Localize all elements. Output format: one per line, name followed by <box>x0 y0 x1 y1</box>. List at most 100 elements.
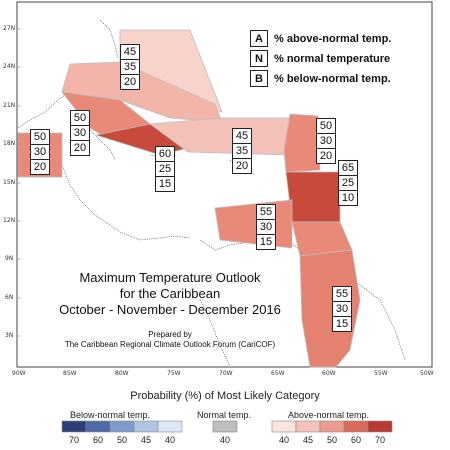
map-title-line1: Maximum Temperature Outlook <box>79 270 261 285</box>
above-bar-70 <box>367 420 393 433</box>
cuba-central-above: 50 <box>71 111 89 126</box>
cuba-central-normal: 30 <box>71 126 89 141</box>
forecast-regions <box>17 29 361 368</box>
below-value-40: 40 <box>164 435 175 445</box>
lon-tick-55w: 55W <box>374 370 388 377</box>
guianas-above: 55 <box>333 287 351 302</box>
belize-above: 50 <box>31 130 49 145</box>
region-box-abc-islands: 55 30 15 <box>256 204 276 250</box>
above-value-45: 45 <box>302 435 313 445</box>
key-above: A % above-normal temp. <box>250 30 391 47</box>
lon-tick-80w: 80W <box>115 370 129 377</box>
normal-bar-40 <box>212 420 238 433</box>
legend-above-label: Above-normal temp. <box>288 410 370 420</box>
region-box-belize: 50 30 20 <box>30 129 50 175</box>
leeward-normal: 30 <box>317 134 335 149</box>
below-value-70: 70 <box>68 435 79 445</box>
key-normal-letter: N <box>250 50 268 67</box>
abc-normal: 30 <box>257 220 275 235</box>
forum-name: The Caribbean Regional Climate Outlook F… <box>64 340 276 349</box>
region-leeward <box>283 113 321 173</box>
hispaniola-normal: 35 <box>233 144 251 159</box>
key-normal-text: % normal temperature <box>274 52 391 65</box>
key-below-letter: B <box>250 70 268 87</box>
region-guianas <box>299 249 361 368</box>
region-box-bahamas: 45 35 20 <box>120 44 140 90</box>
legend-caption: Probability (%) of Most Likely Category <box>130 390 320 402</box>
guianas-below: 15 <box>335 318 349 330</box>
bahamas-normal: 35 <box>121 60 139 75</box>
map-title-line2: for the Caribbean <box>119 286 221 301</box>
hispaniola-above: 45 <box>233 129 251 144</box>
above-value-60: 60 <box>350 435 361 445</box>
below-bar-60 <box>85 420 111 433</box>
lon-tick-85w: 85W <box>63 370 77 377</box>
bahamas-below: 20 <box>123 76 137 88</box>
above-value-40: 40 <box>278 435 289 445</box>
below-bar-70 <box>61 420 87 433</box>
key-normal: N % normal temperature <box>250 50 390 67</box>
above-bar-40 <box>271 420 297 433</box>
hispaniola-below: 20 <box>235 160 249 172</box>
windward-above: 65 <box>339 161 357 176</box>
lon-tick-75w: 75W <box>167 370 181 377</box>
leeward-above: 50 <box>317 119 335 134</box>
lon-tick-70w: 70W <box>219 370 233 377</box>
lat-tick-3n: 3N <box>5 332 14 339</box>
leeward-below: 20 <box>319 150 333 162</box>
lat-tick-9n: 9N <box>5 255 14 262</box>
region-box-windward: 65 25 10 <box>338 160 358 206</box>
lat-tick-18n: 18N <box>3 140 16 147</box>
below-value-60: 60 <box>92 435 103 445</box>
legend-colorbars <box>61 420 393 433</box>
guianas-normal: 30 <box>333 302 351 317</box>
lat-tick-15n: 15N <box>3 179 16 186</box>
windward-normal: 25 <box>339 176 357 191</box>
windward-below: 10 <box>341 192 355 204</box>
legend-normal-label: Normal temp. <box>197 410 252 420</box>
legend-below-label: Below-normal temp. <box>70 410 151 420</box>
map-frame <box>16 1 433 368</box>
cuba-central-below: 20 <box>73 142 87 154</box>
above-bar-45 <box>295 420 321 433</box>
bahamas-above: 45 <box>121 45 139 60</box>
normal-value-40: 40 <box>219 435 230 445</box>
lon-tick-65w: 65W <box>271 370 285 377</box>
key-above-letter: A <box>250 30 268 47</box>
above-bar-50 <box>319 420 345 433</box>
abc-above: 55 <box>257 205 275 220</box>
below-bar-45 <box>133 420 159 433</box>
lat-tick-12n: 12N <box>3 217 16 224</box>
jamaica-above: 60 <box>156 147 174 162</box>
region-box-leeward: 50 30 20 <box>316 118 336 164</box>
region-box-hispaniola-pr: 45 35 20 <box>232 128 252 174</box>
lat-tick-6n: 6N <box>5 294 14 301</box>
region-box-guianas: 55 30 15 <box>332 286 352 332</box>
lat-tick-21n: 21N <box>3 102 16 109</box>
above-value-70: 70 <box>374 435 385 445</box>
below-value-45: 45 <box>140 435 151 445</box>
lon-tick-50w: 50W <box>420 370 434 377</box>
region-box-jamaica: 60 25 15 <box>155 146 175 192</box>
belize-normal: 30 <box>31 145 49 160</box>
lon-tick-90w: 90W <box>12 370 26 377</box>
below-bar-40 <box>157 420 183 433</box>
region-box-cuba-central: 50 30 20 <box>70 110 90 156</box>
map-title-line3: October - November - December 2016 <box>59 302 281 317</box>
jamaica-below: 15 <box>158 178 172 190</box>
abc-below: 15 <box>259 236 273 248</box>
above-bar-60 <box>343 420 369 433</box>
axis-ticks <box>17 28 21 337</box>
prepared-by: Prepared by <box>148 330 192 339</box>
belize-below: 20 <box>33 161 47 173</box>
below-bar-50 <box>109 420 135 433</box>
region-abc <box>214 199 293 249</box>
above-value-50: 50 <box>326 435 337 445</box>
lat-tick-24n: 24N <box>3 63 16 70</box>
key-above-text: % above-normal temp. <box>274 32 392 45</box>
key-below: B % below-normal temp. <box>250 70 391 87</box>
lon-tick-60w: 60W <box>322 370 336 377</box>
region-windward <box>285 171 341 223</box>
